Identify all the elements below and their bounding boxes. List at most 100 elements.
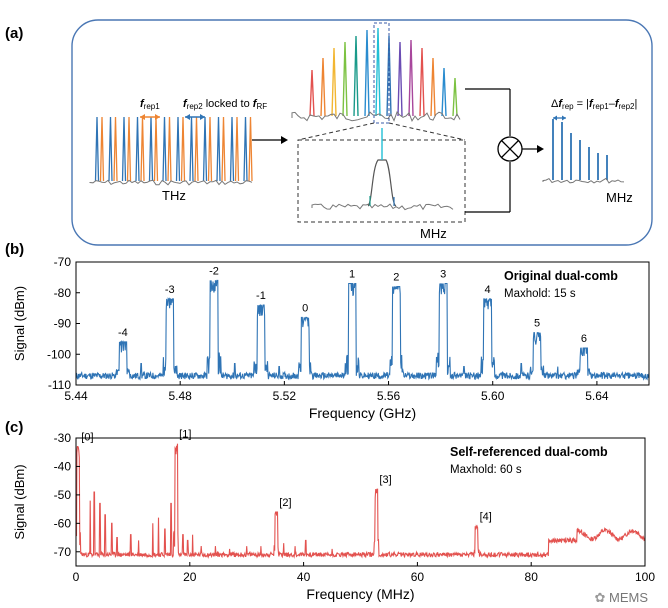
frep1-marker: frep1 — [140, 98, 160, 120]
panel-b-chart-title: Original dual-comb — [504, 269, 618, 283]
delta-eq: = | — [574, 98, 589, 110]
thz-comb-line-blue — [94, 116, 100, 182]
panel-c-x-tick-label: 100 — [635, 570, 655, 584]
thz-comb-line-orange — [167, 116, 172, 182]
panel-b-peak-label: 0 — [302, 302, 308, 314]
zoom-noise-floor — [311, 203, 454, 211]
panel-b-x-tick-label: 5.60 — [481, 389, 505, 403]
panel-c-peak-label: [0] — [81, 432, 93, 444]
panel-b-y-tick-label: -110 — [48, 378, 71, 392]
panel-b-y-axis-label: Signal (dBm) — [12, 286, 27, 361]
panel-b-peak-label: -1 — [256, 290, 266, 302]
thz-comb-line-orange — [194, 116, 199, 182]
panel-b-peak-label: -4 — [118, 327, 128, 339]
panel-c-peak-label: [2] — [279, 497, 291, 509]
panel-b-x-tick-label: 5.64 — [585, 389, 609, 403]
panel-b-peak-label: 4 — [484, 284, 490, 296]
panel-b-y-tick-label: -70 — [54, 255, 72, 269]
thz-comb-line-blue — [162, 116, 167, 182]
delta-f1: f — [589, 98, 594, 110]
thz-comb-line-orange — [140, 116, 145, 182]
panel-b-peak-label: -2 — [209, 265, 219, 277]
zoom-mhz-label: MHz — [420, 226, 447, 241]
frep1-symbol: f — [140, 98, 145, 110]
panel-b-x-tick-label: 5.52 — [273, 389, 297, 403]
thz-comb-line-blue — [108, 116, 113, 182]
rainbow-comb-line — [419, 47, 425, 117]
thz-comb-line-blue — [175, 116, 181, 182]
thz-comb-line-blue — [121, 116, 127, 182]
panel-b-peak-label: 6 — [581, 333, 587, 345]
frep2-subscript: rep2 — [187, 102, 204, 111]
panel-c-y-tick-label: -30 — [54, 431, 72, 445]
delta-f2-sub: rep2 — [618, 102, 635, 111]
frep1-subscript: rep1 — [144, 102, 161, 111]
panel-a: (a) frep1 frep2 locked to fRF THz — [5, 19, 653, 246]
thz-label: THz — [162, 188, 186, 203]
panel-c-x-axis-label: Frequency (MHz) — [306, 586, 414, 602]
panel-c-x-tick-label: 60 — [411, 570, 425, 584]
arrow-left-to-center — [252, 136, 288, 144]
panel-c-y-axis-label: Signal (dBm) — [12, 464, 27, 539]
thz-comb-line-blue — [202, 116, 208, 182]
panel-b-peak-label: -3 — [165, 284, 175, 296]
panel-b-label: (b) — [5, 241, 24, 258]
panel-b-y-tick-label: -90 — [54, 317, 72, 331]
panel-b-peak-label: 1 — [349, 269, 355, 281]
delta-prefix: Δ — [551, 98, 559, 110]
panel-c-spectrum-trace — [75, 443, 646, 559]
panel-c-peak-label: [1] — [179, 429, 191, 441]
panel-b-spectrum-trace — [75, 279, 650, 381]
frf-subscript: RF — [256, 102, 267, 111]
thz-comb-line-blue — [189, 116, 194, 182]
thz-comb-line-blue — [148, 116, 154, 182]
rainbow-comb-line — [441, 67, 447, 117]
panel-a-frame — [71, 19, 653, 246]
rainbow-comb-line — [397, 41, 403, 117]
rainbow-comb-line — [430, 57, 436, 117]
panel-a-label: (a) — [5, 25, 23, 42]
panel-c-x-tick-label: 0 — [73, 570, 80, 584]
thz-comb-line-orange — [207, 116, 213, 182]
panel-c-chart-subtitle: Maxhold: 60 s — [450, 464, 522, 476]
rainbow-comb-line — [452, 77, 458, 117]
thz-comb-line-blue — [229, 116, 235, 182]
panel-b-y-tick-label: -100 — [47, 347, 71, 361]
rainbow-comb-line — [353, 35, 359, 117]
panel-b-x-tick-label: 5.56 — [377, 389, 401, 403]
rainbow-comb-line — [342, 41, 348, 117]
delta-end: | — [635, 98, 638, 110]
panel-b-x-axis-label: Frequency (GHz) — [309, 405, 416, 421]
zoom-peak-envelope — [367, 159, 397, 207]
panel-c-y-tick-label: -50 — [54, 488, 72, 502]
thz-comb-line-blue — [216, 116, 221, 182]
thz-comb — [94, 116, 253, 182]
panel-c-x-tick-label: 20 — [183, 570, 197, 584]
panel-c-chart-title: Self-referenced dual-comb — [450, 445, 608, 459]
frep2-marker: frep2 locked to fRF — [183, 98, 267, 120]
rainbow-comb-line — [408, 39, 414, 117]
locked-text: locked to — [206, 98, 253, 110]
panel-c-y-tick-label: -70 — [54, 545, 72, 559]
rf-mhz-label: MHz — [606, 190, 633, 205]
panel-b-peak-label: 3 — [440, 269, 446, 281]
wechat-icon: ✿ — [594, 590, 606, 605]
rainbow-comb-line — [309, 69, 315, 117]
zoom-inset: MHz — [297, 122, 466, 241]
delta-f1-sub: rep1 — [593, 102, 610, 111]
multiplier-circle-icon — [497, 136, 523, 162]
watermark: ✿ MEMS — [594, 590, 648, 606]
thz-comb-line-blue — [243, 116, 248, 182]
thz-comb-line-orange — [234, 116, 240, 182]
svg-text:Δfrep = |frep1–frep2|: Δfrep = |frep1–frep2| — [551, 98, 637, 111]
thz-comb-line-orange — [126, 116, 132, 182]
panel-c-y-tick-label: -40 — [54, 459, 72, 473]
rainbow-comb — [309, 27, 458, 117]
rainbow-comb-line — [320, 57, 326, 117]
thz-comb-line-orange — [248, 116, 253, 182]
panel-b-x-tick-label: 5.48 — [169, 389, 193, 403]
panel-c-x-tick-label: 80 — [525, 570, 539, 584]
frep2-symbol: f — [183, 98, 188, 110]
